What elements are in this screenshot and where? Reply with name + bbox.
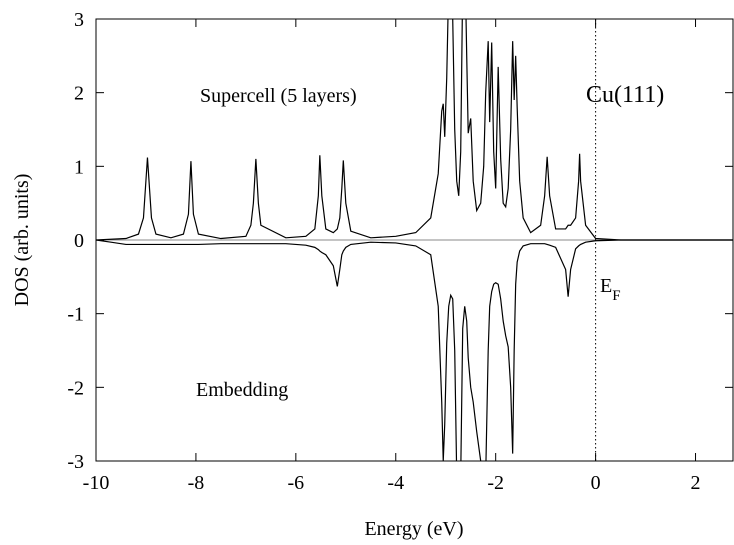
- x-axis-label: Energy (eV): [364, 518, 463, 540]
- y-tick-label: -2: [67, 377, 84, 399]
- fermi-label: EF: [600, 275, 621, 304]
- x-tick-label: 0: [591, 472, 601, 494]
- y-tick-label: -1: [67, 304, 84, 326]
- x-tick-label: -4: [387, 472, 404, 494]
- embedding-label: Embedding: [196, 379, 288, 401]
- fermi-sub: F: [612, 288, 620, 304]
- y-axis-label: DOS (arb. units): [11, 174, 33, 307]
- x-tick-label: -2: [487, 472, 504, 494]
- y-tick-label: -3: [67, 451, 84, 473]
- plot-area: [96, 19, 733, 461]
- dos-line: [96, 19, 733, 241]
- y-tick-label: 3: [74, 9, 84, 31]
- x-tick-label: -8: [188, 472, 205, 494]
- y-tick-label: 1: [74, 156, 84, 178]
- supercell-label: Supercell (5 layers): [200, 85, 357, 107]
- x-tick-label: -6: [288, 472, 305, 494]
- x-tick-label: -10: [83, 472, 110, 494]
- material-label: Cu(111): [586, 82, 664, 108]
- dos-line: [96, 239, 733, 461]
- fermi-main: E: [600, 275, 612, 297]
- x-tick-label: 2: [691, 472, 701, 494]
- y-tick-label: 0: [74, 230, 84, 252]
- y-tick-label: 2: [74, 83, 84, 105]
